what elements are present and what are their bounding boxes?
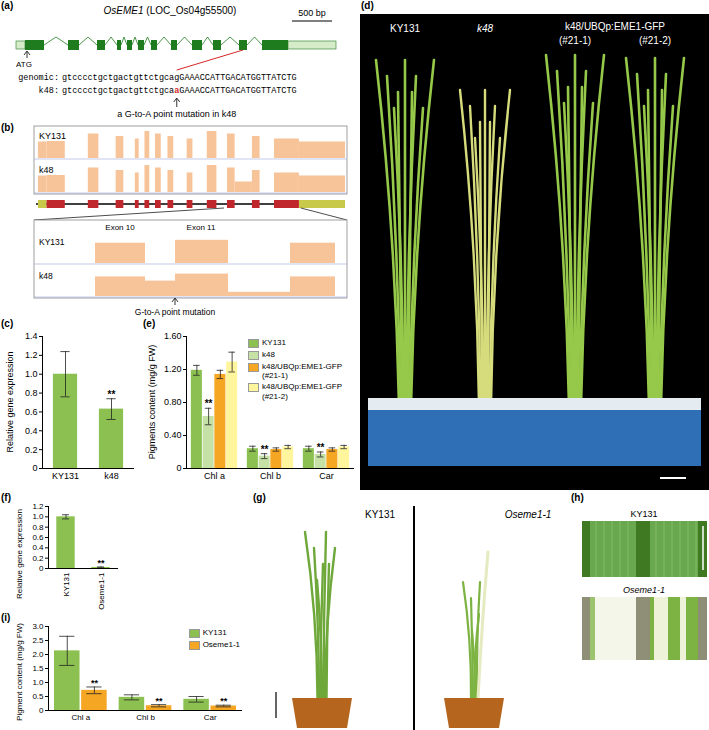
svg-text:0.4: 0.4 xyxy=(25,426,38,436)
svg-text:0.2: 0.2 xyxy=(32,554,44,563)
svg-text:1.2: 1.2 xyxy=(25,350,38,360)
svg-text:**: ** xyxy=(220,696,228,706)
html-text:(g): (g) xyxy=(253,492,266,503)
svg-text:**: ** xyxy=(91,678,99,688)
svg-text:gtcccctgctgactgttctgcaaGAAACCA: gtcccctgctgactgttctgcaaGAAACCATTGACATGGT… xyxy=(62,86,297,96)
svg-text:500 bp: 500 bp xyxy=(298,8,326,18)
svg-text:(#21-1): (#21-1) xyxy=(559,35,591,46)
svg-text:k48/UBQp:EME1-GFP: k48/UBQp:EME1-GFP xyxy=(565,21,665,32)
svg-text:1.20: 1.20 xyxy=(164,364,182,374)
svg-text:0.40: 0.40 xyxy=(164,430,182,440)
svg-text:Chl b: Chl b xyxy=(136,713,155,722)
svg-text:1.4: 1.4 xyxy=(25,331,38,341)
html-text:k48: k48 xyxy=(262,350,275,359)
html-text:k48/UBQp:EME1-GFP (#21-2): k48/UBQp:EME1-GFP (#21-2) xyxy=(262,382,342,401)
html-text:(e): (e) xyxy=(143,318,156,329)
html-text:k48/UBQp:EME1-GFP (#21-1): k48/UBQp:EME1-GFP (#21-1) xyxy=(262,362,342,381)
svg-text:Chl a: Chl a xyxy=(204,471,225,481)
html-text:(d): (d) xyxy=(361,0,374,11)
svg-text:KY131: KY131 xyxy=(390,23,420,34)
svg-text:1.5: 1.5 xyxy=(32,664,44,673)
svg-text:Car: Car xyxy=(204,713,217,722)
svg-text:KY131: KY131 xyxy=(39,237,65,247)
svg-text:KY131: KY131 xyxy=(52,471,79,481)
svg-text:**: ** xyxy=(317,442,325,453)
svg-text:k48: k48 xyxy=(39,271,53,281)
svg-text:1.2: 1.2 xyxy=(32,502,44,511)
svg-text:0.8: 0.8 xyxy=(25,388,38,398)
svg-text:KY131: KY131 xyxy=(630,509,657,519)
svg-text:k48:: k48: xyxy=(39,86,59,96)
svg-text:Chl b: Chl b xyxy=(260,471,281,481)
svg-text:G-to-A point mutation: G-to-A point mutation xyxy=(135,307,216,317)
svg-text:KY131: KY131 xyxy=(39,131,66,141)
svg-text:**: ** xyxy=(97,558,105,568)
svg-text:0.4: 0.4 xyxy=(32,543,44,552)
svg-text:**: ** xyxy=(108,389,116,400)
svg-text:**: ** xyxy=(205,398,213,409)
svg-text:ATG: ATG xyxy=(16,60,32,69)
html-text:Pigments content (mg/g FW): Pigments content (mg/g FW) xyxy=(146,344,157,460)
svg-text:KY131: KY131 xyxy=(365,509,395,520)
html-text:(i): (i) xyxy=(1,612,11,623)
svg-text:0.80: 0.80 xyxy=(164,397,182,407)
svg-text:1.60: 1.60 xyxy=(164,331,182,341)
svg-text:gtcccctgctgactgttctgcagGAAACCA: gtcccctgctgactgttctgcagGAAACCATTGACATGGT… xyxy=(62,73,297,83)
svg-text:0: 0 xyxy=(39,564,44,573)
html-text:KY131: KY131 xyxy=(202,628,227,637)
svg-text:a G-to-A point mutation in k48: a G-to-A point mutation in k48 xyxy=(117,109,236,119)
svg-text:Exon 11: Exon 11 xyxy=(187,223,216,232)
svg-text:Oseme1-1: Oseme1-1 xyxy=(97,572,106,610)
svg-text:0.6: 0.6 xyxy=(25,407,38,417)
svg-text:0.5: 0.5 xyxy=(32,692,44,701)
svg-text:0: 0 xyxy=(39,706,44,715)
html-text:Relative gene expression: Relative gene expression xyxy=(15,509,24,599)
svg-text:1.0: 1.0 xyxy=(25,369,38,379)
svg-text:k48: k48 xyxy=(477,23,494,34)
svg-text:(#21-2): (#21-2) xyxy=(639,35,671,46)
svg-text:k48: k48 xyxy=(104,471,119,481)
svg-text:0.6: 0.6 xyxy=(32,533,44,542)
svg-text:0.8: 0.8 xyxy=(32,523,44,532)
svg-text:3.0: 3.0 xyxy=(32,622,44,631)
html-text:(c): (c) xyxy=(1,318,14,329)
svg-text:0.2: 0.2 xyxy=(25,445,38,455)
html-text:KY131: KY131 xyxy=(262,338,286,347)
html-text:Relative gene expression: Relative gene expression xyxy=(4,351,15,453)
svg-text:**: ** xyxy=(156,696,164,706)
svg-text:Car: Car xyxy=(319,471,334,481)
svg-text:2.5: 2.5 xyxy=(32,636,44,645)
svg-text:1.0: 1.0 xyxy=(32,678,44,687)
svg-text:Chl a: Chl a xyxy=(71,713,90,722)
html-text:(a): (a) xyxy=(1,0,14,11)
svg-text:genomic:: genomic: xyxy=(18,73,59,83)
svg-text:0: 0 xyxy=(32,463,37,473)
html-text:(h): (h) xyxy=(571,492,584,503)
html-text:(f): (f) xyxy=(1,492,11,503)
svg-text:0: 0 xyxy=(176,463,181,473)
svg-text:1.0: 1.0 xyxy=(32,512,44,521)
svg-text:Exon 10: Exon 10 xyxy=(105,223,135,232)
svg-text:OsEME1 (LOC_Os04g55500): OsEME1 (LOC_Os04g55500) xyxy=(104,5,237,16)
svg-text:k48: k48 xyxy=(39,165,54,175)
svg-text:**: ** xyxy=(261,444,269,455)
svg-text:2.0: 2.0 xyxy=(32,650,44,659)
svg-text:KY131: KY131 xyxy=(62,572,71,597)
html-text:Oseme1-1: Oseme1-1 xyxy=(202,640,240,649)
svg-text:Oseme1-1: Oseme1-1 xyxy=(505,509,552,520)
html-text:Pigment content (mg/g FW): Pigment content (mg/g FW) xyxy=(15,623,24,721)
html-text:(b): (b) xyxy=(1,122,14,133)
svg-text:Oseme1-1: Oseme1-1 xyxy=(623,585,665,595)
